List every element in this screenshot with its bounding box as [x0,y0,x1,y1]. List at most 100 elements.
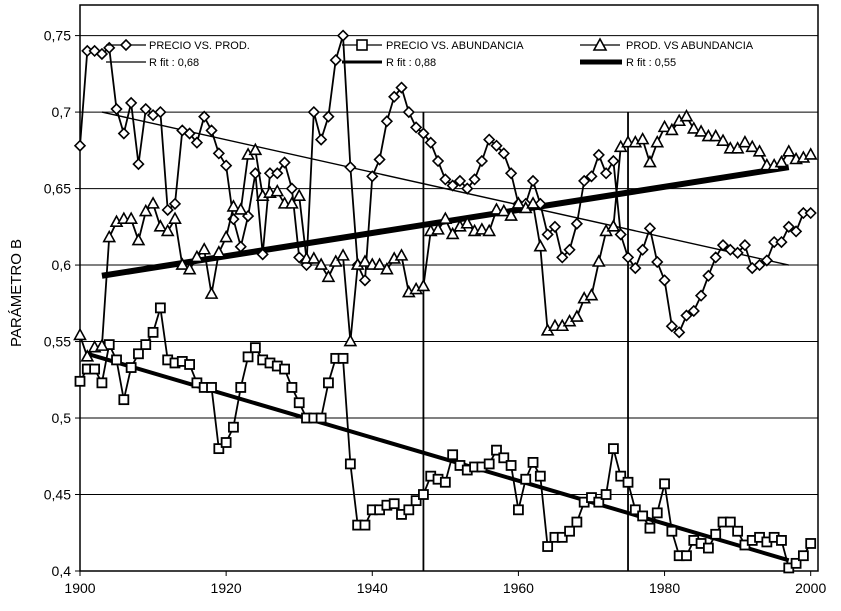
diamond-marker-icon [119,38,133,52]
data-point [322,110,335,123]
data-point [578,174,591,188]
data-point [790,557,802,569]
data-point [497,147,510,160]
data-point [475,222,489,235]
data-point [760,254,773,267]
data-point [270,183,285,197]
y-axis-label: PARÁMETRO B [8,239,25,347]
y-tick-label: 0,65 [44,181,71,197]
data-point [226,199,241,212]
data-series [73,29,818,574]
data-point [658,274,671,287]
data-point [228,421,239,433]
data-point [775,235,788,249]
data-point [666,525,678,537]
data-point [206,382,217,393]
data-point [388,498,400,510]
data-point [373,153,386,166]
data-point [336,29,350,42]
data-point [154,302,166,314]
legend-entry-rfit-068: R fit : 0,68 [106,57,199,69]
data-point [629,504,641,516]
data-point [556,251,569,264]
data-point [256,248,269,261]
data-point [782,220,795,233]
data-point [95,338,109,351]
data-point [615,470,627,482]
data-point [402,105,415,119]
data-point [708,128,723,142]
data-point [513,504,524,516]
data-point [738,135,752,148]
data-point [329,53,342,67]
data-point [571,516,583,528]
data-point [372,257,387,270]
data-point [774,154,789,168]
data-point [643,154,657,168]
data-point [190,136,204,149]
data-point [234,240,247,253]
data-point [154,105,167,119]
data-point [271,167,284,180]
y-tick-label: 0,7 [52,104,72,120]
data-point [621,251,635,264]
x-tick-label: 1920 [211,580,242,596]
data-point [599,167,613,180]
legend-entry-precio-vs-abundancia: PRECIO VS. ABUNDANCIA [342,39,524,52]
data-point [314,133,328,146]
data-point [608,443,619,455]
data-point [410,495,422,507]
data-point [534,470,546,482]
data-point [591,254,606,267]
data-point [183,127,196,140]
data-point [563,243,576,256]
data-point [359,519,371,531]
data-point [622,476,634,488]
data-point [584,287,599,301]
data-point [665,122,679,136]
data-point [489,202,504,215]
data-point [111,354,122,366]
data-point [730,141,745,154]
data-point [220,159,233,172]
data-point [453,174,467,188]
data-point [805,538,817,549]
data-point [776,535,787,546]
data-point [344,161,357,174]
data-point [447,449,459,461]
data-point [133,348,144,360]
data-point [460,216,475,229]
data-point [153,219,168,232]
x-tick-label: 1940 [357,580,388,596]
data-point [475,154,489,168]
data-point [140,339,152,351]
data-point [131,232,146,246]
data-point [732,525,744,537]
data-point [219,229,233,243]
data-point [80,349,95,362]
data-point [176,124,189,137]
data-point [88,44,101,58]
data-point [343,333,358,347]
data-point [286,382,298,393]
data-point [233,202,248,215]
legend-entry-precio-vs-prod: PRECIO VS. PROD. [106,38,250,52]
data-point [306,251,321,264]
data-point [358,274,372,287]
data-point [673,326,686,339]
y-tick-label: 0,45 [44,487,71,503]
data-point [483,133,496,146]
data-point [439,173,452,186]
data-point [213,443,225,455]
data-point [686,121,701,134]
data-point [198,110,211,123]
data-point [556,531,568,543]
data-point [146,196,160,209]
legend-entry-prod-vs-abundancia: PROD. VS ABUNDANCIA [580,37,754,52]
data-point [542,541,554,552]
data-point [285,196,299,209]
data-point [752,144,767,157]
data-point [242,351,254,363]
data-point [679,109,694,122]
data-point [118,394,130,406]
